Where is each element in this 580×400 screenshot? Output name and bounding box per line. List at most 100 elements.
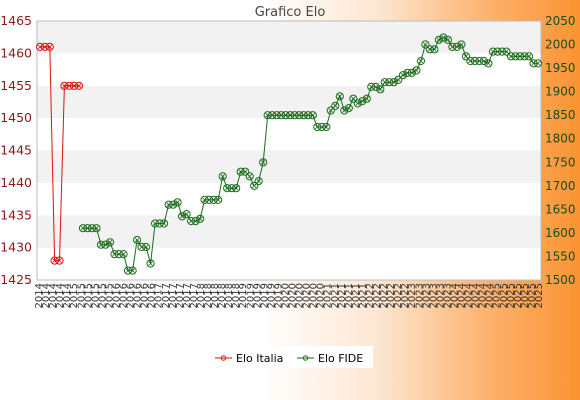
data-point-cross	[161, 221, 167, 226]
data-point	[223, 184, 232, 193]
data-point	[83, 224, 92, 233]
data-point	[245, 172, 254, 181]
left-axis: 1425 1430 1435 1440 1445 1450 1455 1460 1465	[0, 13, 32, 287]
data-point	[331, 101, 340, 110]
data-point-cross	[526, 54, 532, 59]
x-tick-label: 2025	[499, 283, 510, 308]
left-tick-label: 1465	[0, 13, 32, 28]
data-point	[137, 242, 146, 252]
right-tick-label: 1850	[545, 108, 576, 122]
data-point	[457, 40, 466, 49]
data-point	[74, 81, 84, 90]
data-point	[515, 52, 525, 61]
x-tick-label: 2022	[386, 283, 397, 308]
data-point-cross	[504, 49, 509, 54]
right-tick-label: 1650	[545, 202, 576, 216]
x-tick-label: 2022	[372, 283, 383, 308]
data-point	[479, 56, 488, 66]
data-point	[151, 219, 160, 228]
x-tick-label: 2024	[485, 283, 496, 308]
data-point	[133, 235, 142, 245]
x-tick-label: 2022	[393, 283, 404, 308]
x-tick-label: 2023	[421, 283, 432, 308]
x-tick-label: 2015	[104, 283, 115, 308]
data-point-cross	[337, 94, 343, 99]
x-tick-label: 2015	[97, 283, 108, 308]
x-tick-label: 2023	[428, 283, 439, 308]
data-point-cross	[148, 261, 153, 266]
data-point	[380, 78, 389, 87]
x-tick-label: 2025	[534, 283, 545, 308]
data-point	[533, 59, 543, 68]
grid-band	[37, 21, 541, 54]
legend-label-elo-italia: Elo Italia	[236, 352, 283, 365]
x-tick-label: 2023	[435, 283, 446, 308]
grid-bands	[37, 21, 541, 280]
data-point	[412, 66, 421, 75]
data-point	[142, 242, 151, 252]
right-tick-label: 1900	[545, 85, 576, 99]
data-point	[178, 212, 187, 221]
x-tick-label: 2019	[266, 283, 277, 308]
series-elo-fide	[78, 33, 543, 275]
left-tick-label: 1455	[0, 78, 32, 93]
x-tick-label: 2022	[379, 283, 390, 308]
data-point-cross	[324, 124, 329, 130]
data-point-cross	[328, 108, 334, 113]
data-point-cross	[121, 251, 126, 257]
data-point-cross	[535, 61, 541, 66]
x-tick-label: 2020	[280, 283, 291, 308]
x-tick-label: 2019	[273, 283, 284, 308]
x-tick-label: 2023	[414, 283, 425, 308]
data-point	[286, 111, 295, 120]
left-tick-label: 1425	[0, 272, 32, 287]
data-point	[214, 195, 223, 204]
x-tick-label: 2019	[238, 283, 249, 308]
data-point-cross	[310, 112, 316, 118]
x-tick-label: 2019	[259, 283, 270, 308]
data-point	[385, 78, 394, 87]
data-point	[259, 158, 268, 167]
x-tick-label: 2016	[119, 283, 130, 308]
data-point	[313, 122, 322, 132]
data-point-cross	[215, 197, 221, 203]
x-tick-label: 2025	[492, 283, 503, 308]
data-point	[263, 111, 272, 120]
x-tick-label: 2021	[358, 283, 369, 308]
left-tick-label: 1435	[0, 207, 32, 222]
data-point	[349, 94, 358, 103]
x-tick-label: 2020	[316, 283, 327, 308]
data-point	[502, 47, 511, 56]
data-point-cross	[57, 258, 62, 263]
data-point	[169, 200, 178, 209]
grid-band	[37, 150, 541, 183]
data-point-cross	[130, 268, 135, 273]
data-point	[70, 81, 79, 90]
data-point	[96, 240, 106, 249]
data-point	[45, 42, 54, 52]
x-tick-label: 2020	[302, 283, 313, 308]
legend-label-elo-fide: Elo FIDE	[318, 352, 363, 365]
x-tick-label: 2017	[168, 283, 179, 308]
data-point	[290, 111, 299, 120]
grid-band	[37, 85, 541, 119]
data-point	[128, 266, 137, 275]
left-tick-label: 1430	[0, 240, 32, 255]
data-point	[497, 47, 507, 56]
data-point	[511, 52, 520, 61]
series-elo-italia	[35, 42, 84, 265]
data-point	[173, 198, 182, 207]
data-point	[430, 45, 439, 54]
data-point	[367, 82, 376, 92]
data-point	[160, 219, 169, 228]
data-point-cross	[251, 183, 257, 189]
right-tick-label: 2000	[545, 38, 576, 52]
x-tick-label: 2016	[133, 283, 144, 308]
left-tick-label: 1440	[0, 175, 32, 190]
x-tick-label: 2016	[126, 283, 137, 308]
x-tick-label: 2025	[513, 283, 524, 308]
data-point	[40, 42, 50, 52]
data-point-cross	[378, 87, 383, 92]
x-tick-label: 2023	[442, 283, 453, 308]
data-point	[376, 85, 385, 94]
